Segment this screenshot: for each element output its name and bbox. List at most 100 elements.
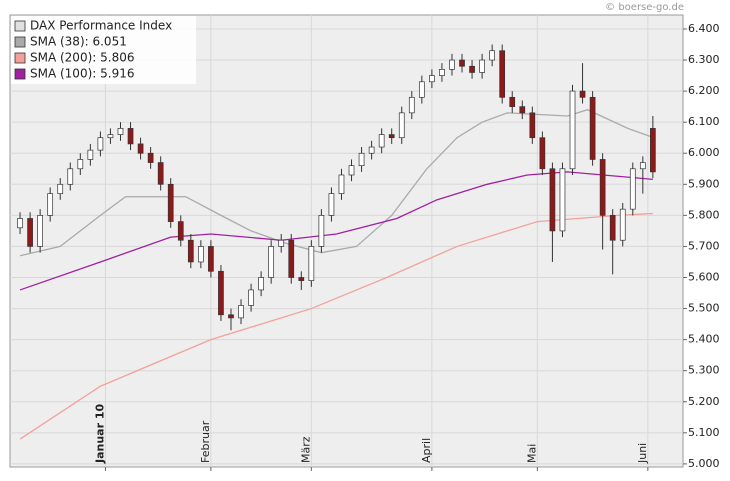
candle-body — [328, 193, 335, 216]
candle-body — [449, 59, 455, 70]
y-tick-label: 5.500 — [688, 302, 720, 315]
candle-body — [228, 314, 234, 319]
candle-body — [37, 215, 43, 247]
legend-label: SMA (200): 5.806 — [30, 51, 134, 65]
candle-body — [579, 90, 586, 98]
candle-body — [388, 134, 395, 139]
candle-body — [469, 65, 475, 73]
candle-body — [258, 277, 264, 291]
candle-body — [147, 152, 154, 163]
candle-body — [157, 162, 164, 185]
legend-swatch — [14, 52, 26, 64]
candle-body — [57, 183, 64, 194]
y-tick-label: 5.700 — [688, 239, 720, 252]
candle-body — [288, 239, 295, 278]
candle-body — [639, 162, 646, 170]
candle-body — [67, 168, 74, 185]
legend-label: DAX Performance Index — [30, 19, 172, 33]
candle-body — [107, 134, 114, 139]
candle-body — [589, 96, 596, 160]
candle-body — [218, 270, 224, 316]
candle-body — [459, 59, 465, 67]
candle-body — [439, 69, 445, 76]
candle-body — [629, 168, 636, 210]
legend-label: SMA (38): 6.051 — [30, 35, 127, 49]
candle-body — [599, 159, 606, 216]
candle-body — [348, 165, 355, 176]
sma-line — [19, 171, 653, 291]
x-tick-label: März — [299, 436, 312, 463]
y-tick-label: 6.000 — [688, 146, 720, 159]
candle-body — [87, 149, 94, 160]
x-tick-label: Juni — [636, 443, 649, 464]
legend-box — [11, 16, 196, 84]
y-tick-label: 6.400 — [688, 22, 720, 35]
candle-body — [398, 112, 405, 139]
candle-body — [509, 96, 516, 107]
candle-body — [499, 50, 506, 98]
candle-body — [549, 168, 556, 232]
candle-body — [368, 146, 375, 154]
legend-label: SMA (100): 5.916 — [30, 67, 134, 81]
candle-body — [127, 128, 134, 145]
y-tick-label: 5.000 — [688, 457, 720, 470]
x-tick-label: Februar — [199, 420, 212, 463]
plot-area — [9, 14, 684, 468]
candle-body — [569, 90, 576, 170]
candle-body — [167, 183, 174, 222]
candle-body — [529, 112, 536, 139]
candle-body — [408, 96, 415, 114]
candle-body — [27, 218, 33, 247]
candle-body — [479, 59, 485, 73]
legend-swatch — [14, 68, 26, 80]
candle-body — [619, 208, 626, 241]
y-tick-label: 5.400 — [688, 333, 720, 346]
y-tick-label: 5.100 — [688, 426, 720, 439]
y-tick-label: 6.200 — [688, 84, 720, 97]
legend: DAX Performance Index SMA (38): 6.051 SMA … — [11, 16, 196, 84]
candle-body — [238, 305, 244, 319]
candle-body — [539, 137, 546, 170]
y-tick-label: 5.900 — [688, 177, 720, 190]
candle-body — [208, 246, 214, 272]
candle-body — [318, 215, 325, 247]
y-tick-label: 5.600 — [688, 271, 720, 284]
y-tick-label: 6.100 — [688, 115, 720, 128]
y-tick-label: 5.200 — [688, 395, 720, 408]
candle-body — [338, 174, 345, 194]
candle-body — [117, 128, 124, 135]
candle-body — [358, 152, 365, 167]
candle-body — [268, 246, 275, 278]
y-tick-label: 6.300 — [688, 53, 720, 66]
candle-body — [298, 277, 305, 281]
candle-body — [248, 289, 254, 306]
candle-body — [17, 218, 23, 229]
candle-body — [650, 128, 656, 173]
candle-body — [418, 81, 425, 98]
candle-body — [489, 50, 495, 61]
candle-body — [519, 106, 526, 114]
candle-body — [378, 134, 385, 148]
sma-line — [19, 212, 653, 440]
candle-body — [97, 137, 104, 151]
x-tick-label: April — [420, 438, 433, 463]
x-tick-label: Mai — [525, 444, 538, 463]
legend-swatch — [14, 36, 26, 48]
y-tick-label: 5.800 — [688, 208, 720, 221]
candle-body — [177, 221, 184, 241]
candle-body — [77, 159, 84, 170]
candle-body — [47, 193, 54, 216]
source: © boerse-go.de — [605, 2, 684, 13]
candle-body — [187, 239, 194, 263]
sma-line — [19, 109, 654, 257]
candle-body — [308, 246, 315, 281]
legend-swatch — [14, 20, 26, 32]
candle-body — [559, 168, 566, 232]
candle-body — [137, 143, 144, 154]
candle-body — [609, 215, 616, 241]
candle-body — [198, 246, 204, 263]
candle-body — [429, 75, 435, 83]
y-tick-label: 5.300 — [688, 364, 720, 377]
candle-body — [278, 239, 285, 247]
